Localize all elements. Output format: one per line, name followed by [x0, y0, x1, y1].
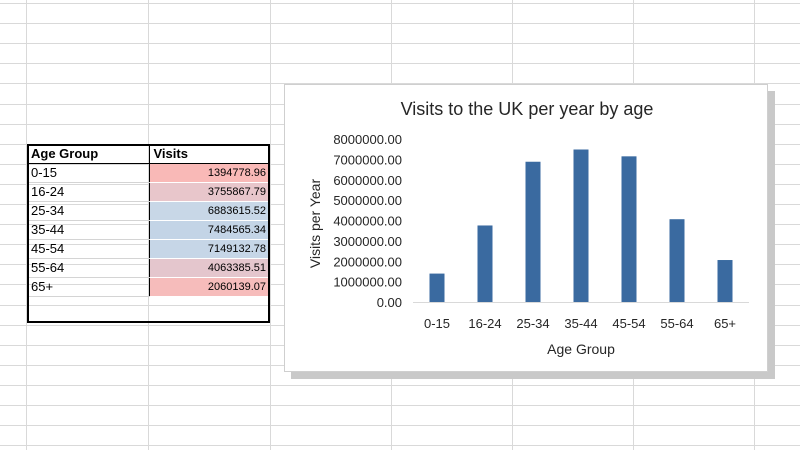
bar-chart[interactable]: Visits to the UK per year by age 0.00 100…	[284, 84, 768, 372]
y-tick-label: 7000000.00	[333, 152, 402, 167]
visits-cell[interactable]: 1394778.96	[149, 163, 270, 182]
table-row: 35-44 7484565.34	[27, 220, 270, 240]
header-visits[interactable]: Visits	[149, 144, 270, 164]
header-age-group[interactable]: Age Group	[27, 144, 150, 164]
visits-cell[interactable]: 6883615.52	[149, 201, 270, 220]
visits-cell[interactable]: 7149132.78	[149, 239, 270, 258]
x-axis-ticks: 0-15 16-24 25-34 35-44 45-54 55-64 65+	[424, 316, 736, 331]
bar-45-54[interactable]	[621, 156, 637, 302]
y-tick-label: 4000000.00	[333, 214, 402, 229]
bar-35-44[interactable]	[573, 149, 589, 302]
bar-16-24[interactable]	[477, 225, 493, 302]
x-tick-label: 16-24	[468, 316, 501, 331]
y-tick-label: 5000000.00	[333, 193, 402, 208]
bar-25-34[interactable]	[525, 161, 541, 302]
y-tick-label: 3000000.00	[333, 234, 402, 249]
x-axis-title: Age Group	[547, 341, 615, 357]
chart-title: Visits to the UK per year by age	[401, 99, 654, 119]
table-header-row: Age Group Visits	[27, 144, 270, 164]
x-tick-label: 65+	[714, 316, 736, 331]
bar-0-15[interactable]	[429, 273, 445, 302]
visits-cell[interactable]: 3755867.79	[149, 182, 270, 201]
x-tick-label: 45-54	[612, 316, 645, 331]
table-row: 0-15 1394778.96	[27, 163, 270, 183]
age-group-cell[interactable]: 65+	[27, 277, 150, 297]
table-row: 55-64 4063385.51	[27, 258, 270, 278]
y-tick-label: 1000000.00	[333, 275, 402, 290]
age-group-cell[interactable]: 45-54	[27, 239, 150, 259]
y-axis-ticks: 0.00 1000000.00 2000000.00 3000000.00 400000…	[333, 132, 402, 310]
age-group-cell[interactable]: 55-64	[27, 258, 150, 278]
x-tick-label: 55-64	[660, 316, 693, 331]
age-group-cell[interactable]: 25-34	[27, 201, 150, 221]
x-tick-label: 35-44	[564, 316, 597, 331]
bar-55-64[interactable]	[669, 219, 685, 302]
y-tick-label: 2000000.00	[333, 254, 402, 269]
x-tick-label: 25-34	[516, 316, 549, 331]
y-axis-title: Visits per Year	[307, 179, 323, 269]
table-row: 65+ 2060139.07	[27, 277, 270, 297]
visits-cell[interactable]: 4063385.51	[149, 258, 270, 277]
visits-cell[interactable]: 2060139.07	[149, 277, 270, 296]
y-tick-label: 6000000.00	[333, 173, 402, 188]
bar-65+[interactable]	[717, 260, 733, 302]
age-group-cell[interactable]: 16-24	[27, 182, 150, 202]
age-visits-table: Age Group Visits 0-15 1394778.96 16-24 3755…	[27, 144, 270, 297]
age-group-cell[interactable]: 35-44	[27, 220, 150, 240]
y-tick-label: 8000000.00	[333, 132, 402, 147]
y-tick-label: 0.00	[377, 295, 402, 310]
table-row: 25-34 6883615.52	[27, 201, 270, 221]
table-row: 45-54 7149132.78	[27, 239, 270, 259]
visits-cell[interactable]: 7484565.34	[149, 220, 270, 239]
bar-chart-canvas: Visits to the UK per year by age 0.00 100…	[307, 99, 749, 357]
age-group-cell[interactable]: 0-15	[27, 163, 150, 183]
bars	[429, 149, 733, 302]
x-tick-label: 0-15	[424, 316, 450, 331]
table-row: 16-24 3755867.79	[27, 182, 270, 202]
